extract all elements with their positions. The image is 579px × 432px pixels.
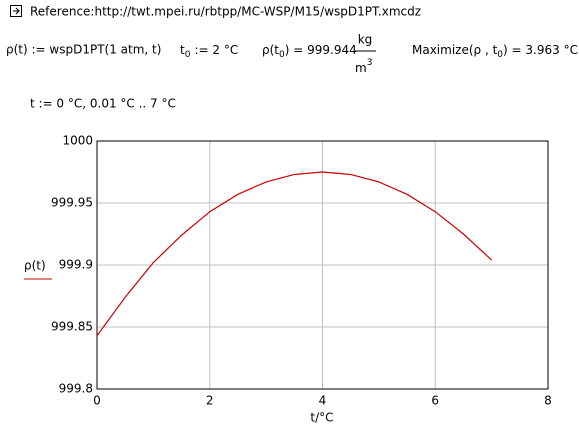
rho-definition: ρ(t) := wspD1PT(1 atm, t) bbox=[6, 43, 161, 57]
unit-denominator: m3 bbox=[355, 58, 372, 75]
maximize-result: Maximize(ρ , t0) = 3.963 °C bbox=[412, 43, 578, 60]
plot: 999.8 999.85 999.9 999.95 1000 0 2 4 6 8 bbox=[51, 134, 552, 408]
subscript: 0 bbox=[279, 50, 285, 60]
suffix: ) = 3.963 °C bbox=[503, 43, 578, 57]
y-tick-label: 999.8 bbox=[59, 382, 93, 396]
x-tick-label: 4 bbox=[319, 394, 327, 408]
plot-frame bbox=[96, 140, 549, 390]
y-axis-label: ρ(t) bbox=[24, 259, 46, 273]
reference-link[interactable]: Reference:http://twt.mpei.ru/rbtpp/MC-WS… bbox=[30, 5, 421, 19]
series-line bbox=[96, 171, 493, 337]
y-tick-label: 999.95 bbox=[51, 196, 93, 210]
t0-definition: t0:= 2 °C bbox=[180, 43, 238, 60]
range-definition: t := 0 °C, 0.01 °C .. 7 °C bbox=[30, 97, 176, 111]
suffix: ) = 999.944 bbox=[285, 43, 357, 57]
x-axis-label: t/°C bbox=[310, 411, 333, 425]
prefix: ρ(t bbox=[262, 43, 279, 57]
unit-numerator: kg bbox=[358, 33, 373, 47]
y-tick-label: 999.9 bbox=[59, 258, 93, 272]
reference-icon bbox=[10, 5, 22, 17]
unit: m bbox=[355, 61, 367, 75]
prefix: Maximize(ρ , t bbox=[412, 43, 498, 57]
expr: := 2 °C bbox=[194, 43, 238, 57]
subscript: 0 bbox=[497, 50, 503, 60]
subscript: 0 bbox=[185, 50, 191, 60]
y-tick-label: 1000 bbox=[62, 134, 93, 148]
exponent: 3 bbox=[367, 58, 373, 68]
x-tick-label: 6 bbox=[431, 394, 439, 408]
rho-t0-result: ρ(t0) = 999.944 bbox=[262, 43, 357, 60]
x-tick-label: 8 bbox=[544, 394, 552, 408]
x-tick-label: 2 bbox=[206, 394, 214, 408]
x-tick-label: 0 bbox=[93, 394, 101, 408]
var: t bbox=[180, 43, 185, 57]
y-tick-label: 999.85 bbox=[51, 320, 93, 334]
